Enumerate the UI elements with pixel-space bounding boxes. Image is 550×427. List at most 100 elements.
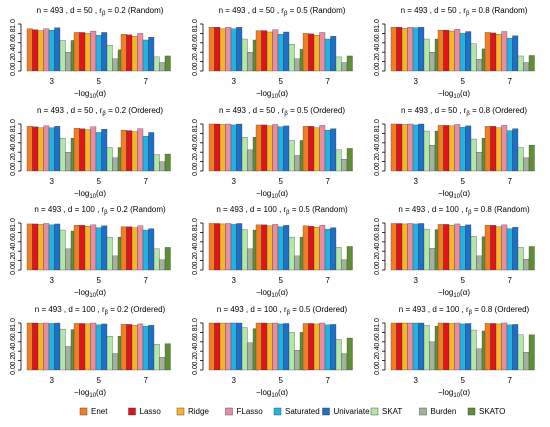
bar-burden-3: [247, 149, 254, 172]
y-tick-label: 0.8: [10, 128, 17, 138]
bar-saturated-7: [324, 38, 331, 72]
y-tick-label: 0.0: [374, 365, 381, 375]
bar-saturated-5: [459, 33, 466, 72]
y-tick-label: 0.6: [374, 337, 381, 347]
y-tick-label: 0.2: [10, 157, 17, 167]
x-tick-label: 3: [50, 177, 55, 186]
y-tick-label: 0.0: [374, 265, 381, 275]
bar-flasso-7: [319, 125, 326, 172]
panel-title: n = 493 , d = 50 , rβ = 0.5 (Random): [219, 6, 346, 17]
bar-flasso-5: [272, 322, 279, 371]
bar-skato-7: [346, 55, 353, 72]
bar-univariate-7: [330, 128, 337, 172]
bar-flasso-7: [137, 225, 144, 271]
legend-item-skat: SKAT: [370, 407, 402, 416]
bar-univariate-3: [54, 322, 61, 371]
x-tick-label: 7: [326, 276, 331, 285]
bar-skat-3: [241, 327, 248, 371]
bar-ridge-5: [266, 125, 273, 172]
y-tick-label: 0.4: [10, 47, 17, 57]
bar-univariate-5: [465, 224, 472, 271]
legend: Enet Lasso Ridge FLasso Saturated Univariate S…: [79, 407, 505, 416]
y-tick-label: 1.0: [374, 19, 381, 29]
bar-univariate-7: [330, 227, 337, 271]
bar-lasso-3: [32, 322, 39, 371]
bar-skato-7: [528, 55, 535, 72]
bar-lasso-5: [261, 124, 268, 172]
bar-saturated-7: [142, 136, 149, 172]
x-tick-label: 3: [50, 77, 55, 86]
bar-lasso-5: [443, 125, 450, 172]
y-tick-label: 0.8: [10, 327, 17, 337]
bar-burden-3: [429, 144, 436, 172]
bar-lasso-3: [396, 27, 403, 72]
panel-6: n = 493 , d = 50 , rβ = 0.8 (Ordered) 0.0…: [374, 106, 535, 200]
bar-skato-7: [164, 247, 171, 271]
bar-ridge-3: [37, 30, 44, 72]
bar-skat-7: [335, 56, 342, 72]
x-axis-label: −log10(α): [256, 89, 288, 100]
bar-flasso-5: [90, 224, 97, 271]
bar-lasso-5: [443, 322, 450, 371]
y-tick-label: 0.6: [192, 138, 199, 148]
y-tick-label: 0.4: [10, 147, 17, 157]
legend-item-skato: SKATO: [467, 407, 505, 416]
y-tick-label: 0.6: [374, 138, 381, 148]
bar-ridge-7: [313, 35, 320, 72]
panel-11: n = 493 , d = 100 , rβ = 0.5 (Ordered) 0.…: [192, 305, 353, 399]
bar-saturated-7: [142, 39, 149, 72]
x-axis-label: −log10(α): [74, 288, 106, 299]
bar-skato-7: [528, 144, 535, 172]
bar-univariate-3: [236, 123, 243, 172]
y-tick-label: 0.8: [192, 227, 199, 237]
bar-saturated-5: [277, 126, 284, 172]
y-tick-label: 0.8: [374, 28, 381, 38]
y-tick-label: 0.0: [374, 66, 381, 76]
bar-enet-5: [255, 224, 262, 271]
bar-flasso-5: [90, 126, 97, 172]
bar-burden-3: [65, 52, 72, 72]
bar-lasso-3: [32, 29, 39, 72]
bar-skat-5: [288, 44, 295, 72]
bar-burden-5: [294, 350, 301, 371]
panel-title: n = 493 , d = 100 , rβ = 0.8 (Random): [398, 205, 530, 216]
bar-burden-7: [159, 161, 166, 172]
legend-label: Enet: [91, 407, 108, 416]
legend-swatch: [322, 407, 330, 416]
y-tick-label: 0.8: [374, 128, 381, 138]
bar-flasso-3: [407, 322, 414, 371]
bar-saturated-7: [324, 324, 331, 371]
bar-flasso-7: [137, 323, 144, 371]
legend-label: Saturated: [285, 407, 320, 416]
bar-univariate-7: [512, 227, 519, 271]
bar-flasso-7: [501, 322, 508, 371]
bar-univariate-3: [236, 27, 243, 72]
bar-skat-5: [106, 336, 113, 371]
bar-flasso-3: [225, 223, 232, 271]
bar-ridge-3: [219, 124, 226, 172]
bar-saturated-7: [324, 129, 331, 172]
bar-univariate-5: [101, 32, 108, 72]
bar-ridge-3: [219, 223, 226, 271]
bar-univariate-7: [148, 325, 155, 371]
x-axis-label: −log10(α): [438, 189, 470, 200]
y-tick-label: 1.0: [10, 119, 17, 129]
y-tick-label: 0.0: [192, 166, 199, 176]
legend-item-burden: Burden: [419, 407, 456, 416]
y-tick-label: 0.4: [374, 346, 381, 356]
bar-ridge-7: [313, 227, 320, 271]
bar-enet-7: [484, 225, 491, 271]
bar-skat-3: [423, 228, 430, 271]
bar-saturated-3: [48, 323, 55, 371]
x-tick-label: 3: [50, 276, 55, 285]
bar-flasso-3: [43, 28, 50, 72]
bar-saturated-3: [412, 124, 419, 172]
bar-burden-5: [112, 353, 119, 371]
bar-flasso-5: [454, 322, 461, 371]
x-axis-label: −log10(α): [438, 288, 470, 299]
bar-flasso-5: [454, 124, 461, 172]
bar-ridge-5: [266, 225, 273, 271]
bar-saturated-7: [324, 228, 331, 271]
bar-enet-7: [120, 129, 127, 172]
bar-skat-5: [288, 140, 295, 172]
